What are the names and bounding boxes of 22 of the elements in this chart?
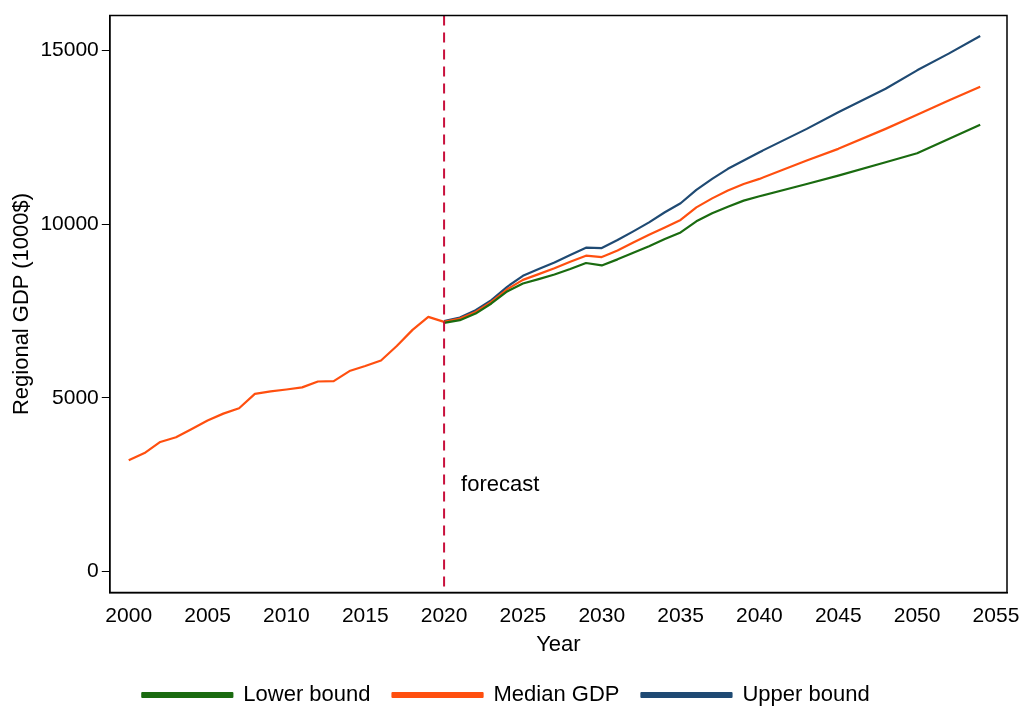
- x-tick-label: 2040: [736, 602, 783, 626]
- ref-line-label: forecast: [461, 470, 540, 496]
- legend-label: Upper bound: [742, 681, 870, 707]
- legend-label: Median GDP: [493, 681, 620, 707]
- x-tick-label: 2000: [105, 602, 153, 626]
- y-tick-label: 0: [87, 558, 99, 582]
- y-tick-label: 5000: [52, 384, 99, 408]
- x-axis-title: Year: [536, 630, 581, 656]
- x-tick-label: 2015: [341, 602, 389, 626]
- x-tick-label: 2055: [972, 602, 1020, 626]
- y-tick-label: 10000: [40, 210, 99, 234]
- y-tick-label: 15000: [40, 37, 99, 61]
- x-tick-label: 2045: [814, 602, 862, 626]
- x-tick-label: 2005: [184, 602, 231, 626]
- x-tick-label: 2025: [499, 602, 547, 626]
- x-tick-label: 2020: [420, 602, 468, 626]
- x-tick-label: 2050: [893, 602, 941, 626]
- y-axis-title: Regional GDP (1000$): [8, 192, 34, 416]
- x-tick-label: 2030: [578, 602, 626, 626]
- x-tick-label: 2035: [657, 602, 704, 626]
- x-tick-label: 2010: [263, 602, 310, 626]
- legend-label: Lower bound: [243, 681, 371, 707]
